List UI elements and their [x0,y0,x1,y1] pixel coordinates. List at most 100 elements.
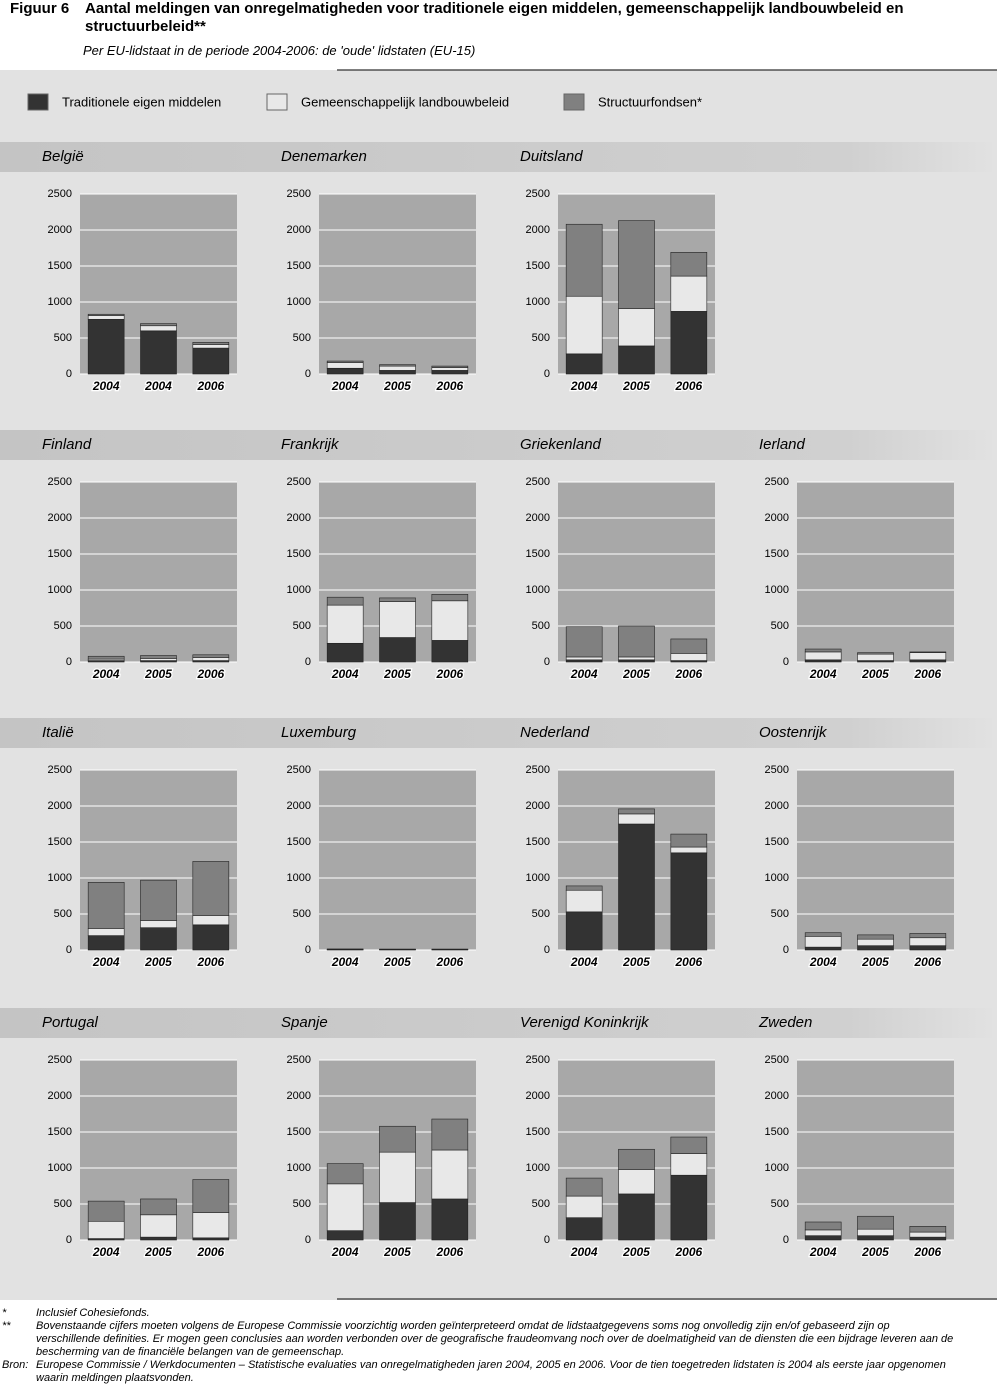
bar-segment [192,344,230,349]
bar-segment [804,648,842,653]
y-tick-label: 1500 [765,1126,789,1138]
bar-segment [804,946,842,951]
y-tick-label: 2000 [526,224,550,236]
bar-segment [909,659,947,663]
y-tick-label: 1500 [287,260,311,272]
y-tick-label: 1500 [526,1126,550,1138]
bar-segment [431,594,469,602]
panel-band [0,142,997,172]
panel-title: Luxemburg [281,724,357,741]
y-tick-label: 0 [305,944,311,956]
bar-segment [618,813,655,825]
bar-segment [326,1183,364,1231]
bar-segment [618,823,655,951]
bar-segment [618,1193,655,1241]
x-tick-label: 2006 [435,379,463,393]
panel-title: Finland [42,436,92,453]
x-tick-label: 2005 [144,667,172,681]
bar-segment [670,1136,708,1154]
y-tick-label: 2000 [765,512,789,524]
panel-title: Nederland [520,724,590,741]
bar-segment [192,654,230,658]
bar-segment [804,936,842,948]
y-tick-label: 1000 [287,296,311,308]
plot-area [797,770,954,950]
x-tick-label: 2004 [92,955,120,969]
note: Bron: Europese Commissie / Werkdocumenten… [0,1359,997,1385]
y-tick-label: 1000 [287,1162,311,1174]
bar-segment [87,318,125,375]
y-tick-label: 1000 [526,584,550,596]
bar-segment [192,861,230,916]
y-tick-label: 500 [293,332,311,344]
x-tick-label: 2004 [809,955,837,969]
y-tick-label: 1500 [287,548,311,560]
legend-swatch [563,93,585,111]
bar-segment [192,1212,230,1239]
x-tick-label: 2004 [570,955,598,969]
panel-band [0,1008,997,1038]
x-tick-label: 2006 [674,667,702,681]
y-tick-label: 2500 [48,1054,72,1066]
y-tick-label: 2500 [287,476,311,488]
y-tick-label: 0 [66,1234,72,1246]
bar-segment [857,652,894,655]
x-tick-label: 2004 [92,379,120,393]
x-tick-label: 2004 [570,667,598,681]
bar-segment [565,656,603,661]
bar-segment [804,659,842,663]
y-tick-label: 2500 [287,188,311,200]
x-tick-label: 2004 [92,1245,120,1259]
bar-segment [140,920,177,928]
bar-segment [431,600,469,641]
bar-segment [326,362,364,369]
y-tick-label: 2000 [48,1090,72,1102]
x-tick-label: 2006 [674,955,702,969]
y-tick-label: 1500 [765,548,789,560]
bar-segment [140,879,177,921]
bar-segment [618,345,655,375]
y-tick-label: 0 [66,368,72,380]
y-tick-label: 1000 [287,584,311,596]
y-tick-label: 500 [54,908,72,920]
bar-segment [909,1231,947,1238]
y-tick-label: 1500 [48,260,72,272]
plot-area [797,482,954,662]
bar-segment [565,1177,603,1197]
y-tick-label: 1500 [48,1126,72,1138]
x-tick-label: 2005 [383,1245,411,1259]
y-tick-label: 2000 [287,224,311,236]
y-tick-label: 2000 [765,1090,789,1102]
y-tick-label: 1000 [765,1162,789,1174]
y-tick-label: 1000 [765,584,789,596]
y-tick-label: 0 [544,368,550,380]
x-tick-label: 2005 [861,1245,889,1259]
bar-segment [379,1125,416,1153]
panel-title: Verenigd Koninkrijk [520,1014,650,1031]
bar-segment [565,295,603,355]
panel-title: Griekenland [520,436,602,453]
y-tick-label: 2500 [48,476,72,488]
y-tick-label: 1000 [526,296,550,308]
x-tick-label: 2004 [809,667,837,681]
figure-subtitle: Per EU-lidstaat in de periode 2004-2006:… [83,43,476,58]
bar-segment [379,1151,416,1203]
note-mark: Bron: [2,1359,29,1371]
bar-segment [87,928,125,936]
y-tick-label: 0 [544,656,550,668]
y-tick-label: 500 [293,620,311,632]
bar-segment [140,323,177,327]
x-tick-label: 2004 [331,1245,359,1259]
y-tick-label: 0 [305,656,311,668]
y-tick-label: 2500 [287,764,311,776]
panel-band [0,718,997,748]
panel-title: België [42,148,84,165]
x-tick-label: 2005 [144,955,172,969]
bar-segment [857,1215,894,1230]
plot-area [80,482,237,662]
y-tick-label: 500 [532,332,550,344]
x-tick-label: 2006 [435,667,463,681]
y-tick-label: 2000 [287,512,311,524]
